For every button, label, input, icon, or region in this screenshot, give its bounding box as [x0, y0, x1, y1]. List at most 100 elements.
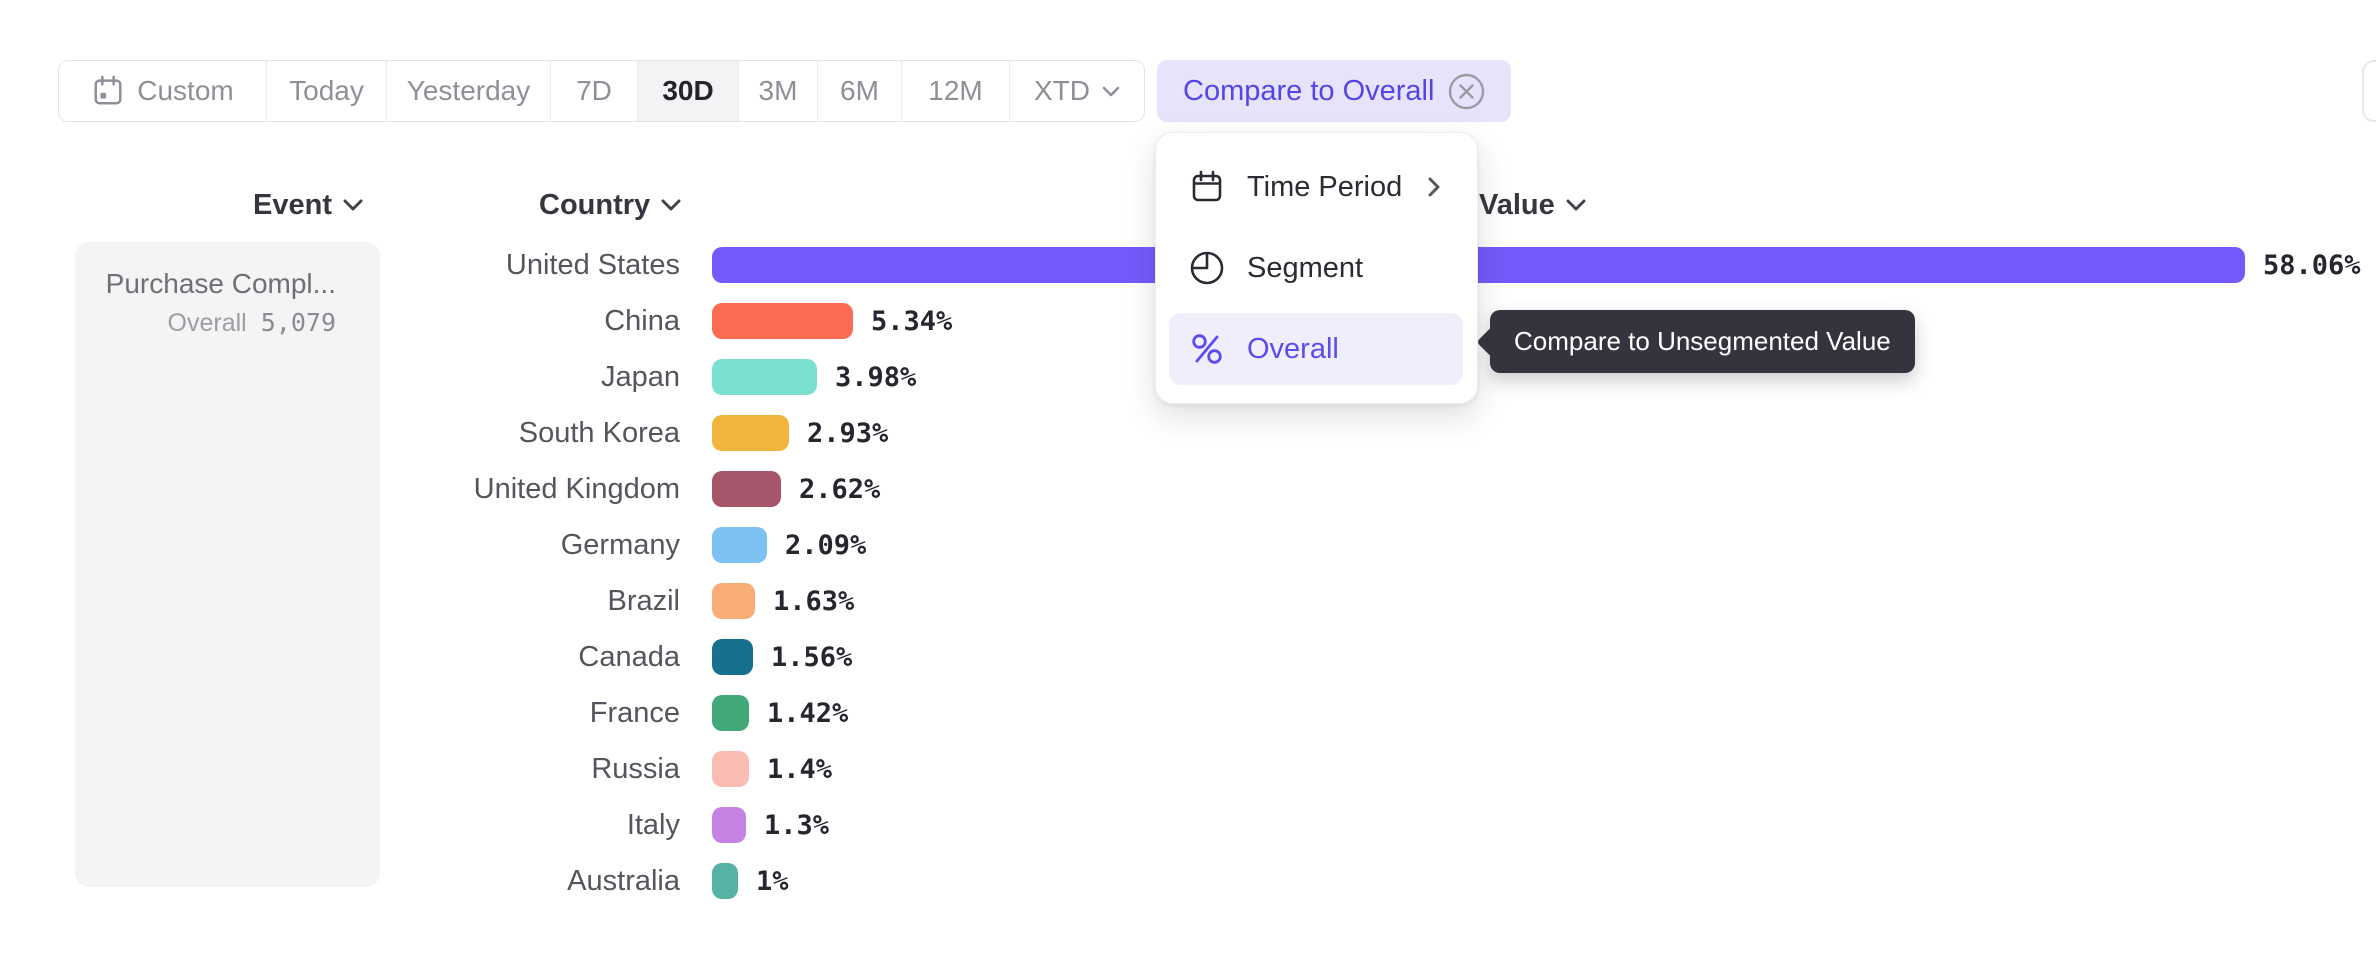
value-label: 58.06% [2263, 250, 2361, 281]
bar-row-china: China 5.34% [0, 303, 2376, 339]
date-range-label: 6M [840, 75, 879, 106]
value-label: 5.34% [871, 306, 953, 337]
tooltip: Compare to Unsegmented Value [1476, 310, 1915, 373]
compare-to-overall-chip[interactable]: Compare to Overall [1157, 60, 1512, 122]
compare-chip-label: Compare to Overall [1183, 74, 1435, 107]
country-label: Russia [591, 753, 680, 785]
bar-row-canada: Canada 1.56% [0, 639, 2376, 675]
chevron-down-icon [1566, 199, 1586, 211]
date-range-7d[interactable]: 7D [551, 61, 638, 121]
date-range-label: Custom [137, 75, 234, 106]
bar[interactable] [712, 695, 749, 731]
bar[interactable] [712, 863, 738, 899]
value-column-header[interactable]: Value [1479, 188, 1586, 222]
date-range-custom[interactable]: Custom [59, 61, 267, 121]
date-range-6m[interactable]: 6M [818, 61, 902, 121]
value-label: 1.42% [767, 698, 849, 729]
date-range-label: 7D [576, 75, 612, 106]
value-label: 1.63% [773, 586, 855, 617]
country-column-header[interactable]: Country [539, 188, 681, 222]
date-range-12m[interactable]: 12M [902, 61, 1010, 121]
date-range-today[interactable]: Today [267, 61, 387, 121]
country-label: United States [505, 249, 680, 281]
compare-dropdown-menu: Time Period Segment Overall [1155, 132, 1478, 404]
chevron-right-icon [1427, 176, 1441, 198]
bar[interactable] [712, 415, 789, 451]
value-label: 1.56% [771, 642, 853, 673]
menu-item-segment[interactable]: Segment [1169, 232, 1463, 304]
value-label: 1.4% [767, 754, 833, 785]
bar-row-south-korea: South Korea 2.93% [0, 415, 2376, 451]
segment-icon [1189, 250, 1225, 286]
value-label: 3.98% [835, 362, 917, 393]
bar[interactable] [712, 247, 2245, 283]
bar[interactable] [712, 359, 817, 395]
date-range-30d[interactable]: 30D [638, 61, 739, 121]
value-label: 2.93% [807, 418, 889, 449]
bar-row-italy: Italy 1.3% [0, 807, 2376, 843]
menu-item-label: Overall [1247, 332, 1339, 365]
calendar-icon [91, 74, 125, 108]
chevron-down-icon [661, 199, 681, 211]
country-label: Italy [626, 809, 680, 841]
chevron-down-icon [1102, 86, 1120, 97]
country-label: Brazil [607, 585, 680, 617]
value-label: 1% [756, 866, 789, 897]
remove-compare-icon[interactable] [1448, 73, 1485, 110]
event-column-label: Event [253, 188, 332, 221]
date-range-label: XTD [1034, 75, 1090, 106]
menu-item-label: Time Period [1247, 170, 1403, 203]
country-label: Germany [560, 529, 680, 561]
date-range-label: Yesterday [406, 75, 531, 106]
tooltip-text: Compare to Unsegmented Value [1514, 326, 1891, 356]
bar-row-russia: Russia 1.4% [0, 751, 2376, 787]
value-column-label: Value [1479, 188, 1555, 221]
bar[interactable] [712, 303, 853, 339]
bar-row-australia: Australia 1% [0, 863, 2376, 899]
bar-row-france: France 1.42% [0, 695, 2376, 731]
calendar-icon [1189, 169, 1225, 205]
event-name: Purchase Compl... [105, 268, 336, 299]
value-label: 1.3% [764, 810, 830, 841]
event-card[interactable]: Purchase Compl... Overall 5,079 [75, 242, 380, 887]
bar[interactable] [712, 471, 781, 507]
date-range-label: 12M [928, 75, 983, 106]
date-range-label: 30D [662, 75, 714, 106]
country-label: Canada [578, 641, 680, 673]
date-range-yesterday[interactable]: Yesterday [387, 61, 551, 121]
date-range-3m[interactable]: 3M [739, 61, 818, 121]
value-label: 2.09% [785, 530, 867, 561]
country-label: Australia [567, 865, 680, 897]
bar[interactable] [712, 527, 767, 563]
cropped-edge-control[interactable] [2362, 60, 2376, 122]
bar-row-united-states: United States 58.06% [0, 247, 2376, 283]
country-label: China [604, 305, 680, 337]
bar[interactable] [712, 751, 749, 787]
date-range-xtd[interactable]: XTD [1010, 61, 1144, 121]
date-range-label: 3M [758, 75, 798, 106]
country-label: France [589, 697, 680, 729]
bar-row-united-kingdom: United Kingdom 2.62% [0, 471, 2376, 507]
chevron-down-icon [343, 199, 363, 211]
overall-label: Overall [167, 309, 247, 337]
country-label: United Kingdom [473, 473, 680, 505]
country-label: Japan [600, 361, 680, 393]
bar-row-germany: Germany 2.09% [0, 527, 2376, 563]
bar[interactable] [712, 639, 753, 675]
event-column-header[interactable]: Event [253, 188, 363, 222]
country-column-label: Country [539, 188, 651, 221]
menu-item-overall[interactable]: Overall [1169, 313, 1463, 385]
bar[interactable] [712, 807, 746, 843]
bar[interactable] [712, 583, 755, 619]
value-label: 2.62% [799, 474, 881, 505]
country-label: South Korea [518, 417, 680, 449]
menu-item-time-period[interactable]: Time Period [1169, 151, 1463, 223]
bar-row-japan: Japan 3.98% [0, 359, 2376, 395]
menu-item-label: Segment [1247, 251, 1364, 284]
event-overall-row: Overall 5,079 [168, 308, 336, 338]
bar-row-brazil: Brazil 1.63% [0, 583, 2376, 619]
percent-icon [1189, 331, 1225, 367]
date-range-label: Today [289, 75, 364, 106]
overall-value: 5,079 [260, 308, 336, 337]
